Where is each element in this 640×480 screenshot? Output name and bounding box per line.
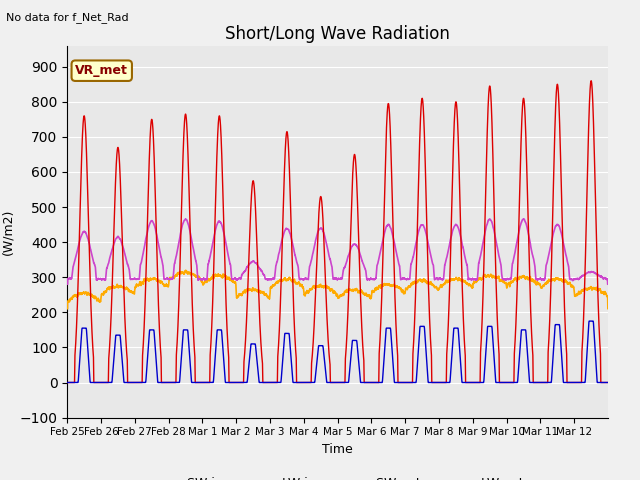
Text: VR_met: VR_met xyxy=(76,64,128,77)
Y-axis label: (W/m2): (W/m2) xyxy=(1,208,14,255)
Title: Short/Long Wave Radiation: Short/Long Wave Radiation xyxy=(225,24,450,43)
Legend: SW in, LW in, SW out, LW out: SW in, LW in, SW out, LW out xyxy=(147,472,529,480)
Text: No data for f_Net_Rad: No data for f_Net_Rad xyxy=(6,12,129,23)
X-axis label: Time: Time xyxy=(322,443,353,456)
